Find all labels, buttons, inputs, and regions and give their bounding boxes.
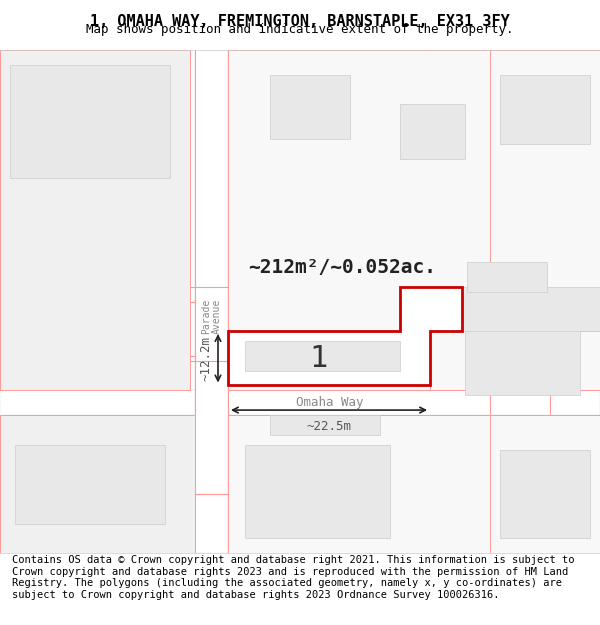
Bar: [245, 444, 390, 538]
Polygon shape: [228, 287, 462, 386]
Bar: [0, 391, 600, 415]
Text: Parade
Avenue: Parade Avenue: [200, 299, 223, 334]
Bar: [430, 331, 600, 391]
Bar: [0, 50, 190, 391]
Bar: [10, 65, 170, 178]
Bar: [228, 415, 600, 553]
Bar: [467, 262, 547, 292]
Bar: [15, 444, 165, 524]
Text: Map shows position and indicative extent of the property.: Map shows position and indicative extent…: [86, 23, 514, 36]
Bar: [270, 74, 350, 139]
Bar: [228, 50, 600, 391]
Bar: [195, 50, 228, 553]
Bar: [245, 341, 400, 371]
Bar: [462, 287, 600, 331]
Text: ~22.5m: ~22.5m: [307, 420, 352, 433]
Bar: [270, 415, 380, 435]
Bar: [500, 449, 590, 538]
Text: 1, OMAHA WAY, FREMINGTON, BARNSTAPLE, EX31 3FY: 1, OMAHA WAY, FREMINGTON, BARNSTAPLE, EX…: [90, 14, 510, 29]
Bar: [490, 415, 600, 553]
Bar: [400, 104, 465, 159]
Text: ~12.2m: ~12.2m: [200, 336, 213, 381]
Text: ~212m²/~0.052ac.: ~212m²/~0.052ac.: [248, 258, 436, 277]
Bar: [490, 50, 600, 391]
Bar: [500, 74, 590, 144]
Bar: [465, 326, 580, 395]
Text: Contains OS data © Crown copyright and database right 2021. This information is : Contains OS data © Crown copyright and d…: [12, 555, 575, 600]
Text: Omaha Way: Omaha Way: [296, 396, 364, 409]
Text: 1: 1: [310, 344, 328, 372]
Bar: [0, 415, 195, 553]
